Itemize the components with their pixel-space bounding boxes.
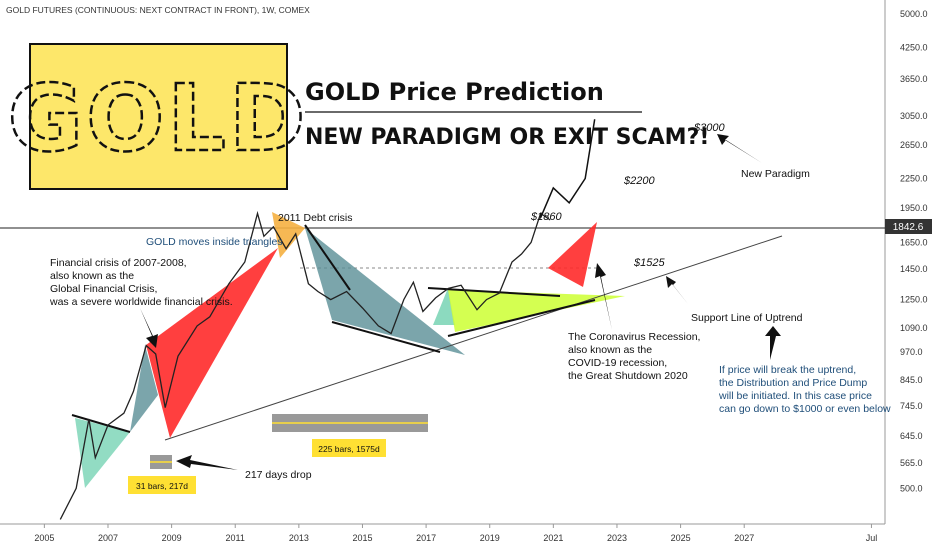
trendline-d <box>447 299 596 337</box>
yellow-green-triangle <box>448 290 625 332</box>
y-tick-label: 745.0 <box>900 401 923 411</box>
trendline-b <box>331 321 441 353</box>
y-tick-label: 2250.0 <box>900 174 928 184</box>
breakdown-line-3: will be initiated. In this case price <box>718 390 872 402</box>
label-3000: $3000 <box>693 122 725 134</box>
red-wedge-2008 <box>146 248 278 438</box>
headline: GOLD Price Prediction <box>305 78 604 106</box>
breakdown-line-4: can go down to $1000 or even below <box>719 403 891 415</box>
corona-line-4: the Great Shutdown 2020 <box>568 370 688 382</box>
fin-crisis-line-3: Global Financial Crisis, <box>50 283 157 295</box>
x-tick-label: 2015 <box>352 533 372 543</box>
triangle-2007 <box>130 345 158 432</box>
range2-label: 225 bars, 1575d <box>318 444 380 454</box>
support-label: Support Line of Uptrend <box>691 312 803 324</box>
y-tick-label: 970.0 <box>900 347 923 357</box>
trendline-e <box>304 224 351 291</box>
x-tick-label: 2025 <box>671 533 691 543</box>
trendline-a <box>71 414 131 433</box>
y-tick-label: 845.0 <box>900 375 923 385</box>
corona-line-3: COVID-19 recession, <box>568 357 667 369</box>
arrow-new-paradigm <box>717 134 762 163</box>
arrow-breakdown <box>765 326 781 360</box>
arrow-support <box>666 276 688 304</box>
x-tick-label: 2007 <box>98 533 118 543</box>
y-tick-label: 500.0 <box>900 483 923 493</box>
trendline-c <box>427 287 561 297</box>
range1-box <box>128 476 196 494</box>
triangles-label: GOLD moves inside triangles <box>146 236 283 248</box>
new-paradigm-label: New Paradigm <box>741 168 810 180</box>
range2-box <box>312 439 386 457</box>
arrow-fin-crisis <box>140 308 158 348</box>
current-price-tag <box>885 219 932 234</box>
orange-triangle-2011 <box>272 212 305 258</box>
y-tick-label: 1250.0 <box>900 295 928 305</box>
debt-crisis-label: 2011 Debt crisis <box>278 212 353 224</box>
x-tick-label: 2011 <box>226 533 245 543</box>
y-tick-label: 2650.0 <box>900 140 928 150</box>
symbol-title: GOLD FUTURES (CONTINUOUS: NEXT CONTRACT … <box>6 5 310 15</box>
y-tick-label: 1450.0 <box>900 264 928 274</box>
y-tick-label: 4250.0 <box>900 43 928 53</box>
y-tick-label: 3650.0 <box>900 74 928 84</box>
current-price-label: 1842.6 <box>893 222 924 233</box>
subheadline: NEW PARADIGM OR EXIT SCAM?! <box>305 125 709 150</box>
projection-path <box>539 119 596 218</box>
fin-crisis-line-4: was a severe worldwide financial crisis. <box>49 296 233 308</box>
arrow-corona <box>595 263 612 330</box>
logo-box <box>29 43 288 190</box>
x-axis-ticks: 2005 2007 2009 2011 2013 2015 2017 2019 2021 2023… <box>34 524 877 543</box>
label-2200: $2200 <box>623 175 655 187</box>
breakdown-line-2: the Distribution and Price Dump <box>719 377 867 389</box>
label-1525: $1525 <box>633 257 665 269</box>
x-tick-label: Jul <box>866 533 878 543</box>
y-tick-label: 1650.0 <box>900 237 928 247</box>
triangle-2006 <box>75 418 130 488</box>
breakdown-line-1: If price will break the uptrend, <box>719 364 856 376</box>
y-tick-label: 645.0 <box>900 431 923 441</box>
price-series-line <box>59 210 551 520</box>
uptrend-support-line <box>164 235 783 441</box>
x-tick-label: 2005 <box>34 533 54 543</box>
fin-crisis-note: Financial crisis of 2007-2008, also know… <box>49 257 233 308</box>
y-tick-label: 565.0 <box>900 458 923 468</box>
corona-line-2: also known as the <box>568 344 652 356</box>
y-tick-label: 1090.0 <box>900 323 928 333</box>
x-tick-label: 2013 <box>289 533 309 543</box>
x-tick-label: 2023 <box>607 533 627 543</box>
x-tick-label: 2009 <box>162 533 182 543</box>
gold-logo-text: GOLD <box>8 65 309 172</box>
callout-arrows <box>140 134 781 470</box>
range1-label: 31 bars, 217d <box>136 481 188 491</box>
red-wedge-2020 <box>548 222 597 287</box>
x-tick-label: 2017 <box>416 533 436 543</box>
label-1860: $1860 <box>530 211 562 223</box>
x-tick-label: 2021 <box>543 533 563 543</box>
arrow-217-days <box>176 455 238 470</box>
x-tick-label: 2027 <box>734 533 754 543</box>
corona-note: The Coronavirus Recession, also known as… <box>568 331 703 382</box>
x-tick-label: 2019 <box>480 533 500 543</box>
breakdown-note: If price will break the uptrend, the Dis… <box>718 364 891 415</box>
y-tick-label: 1950.0 <box>900 203 928 213</box>
y-tick-label: 3050.0 <box>900 111 928 121</box>
y-tick-label: 5000.0 <box>900 9 928 19</box>
fin-crisis-line-2: also known as the <box>50 270 134 282</box>
y-axis-ticks: 5000.0 4250.0 3650.0 3050.0 2650.0 2250.0 1950… <box>900 9 928 493</box>
teal-triangle-2012 <box>305 228 465 355</box>
fin-crisis-line-1: Financial crisis of 2007-2008, <box>50 257 187 269</box>
corona-line-1: The Coronavirus Recession, <box>568 331 700 343</box>
days-drop-label: 217 days drop <box>245 469 312 481</box>
